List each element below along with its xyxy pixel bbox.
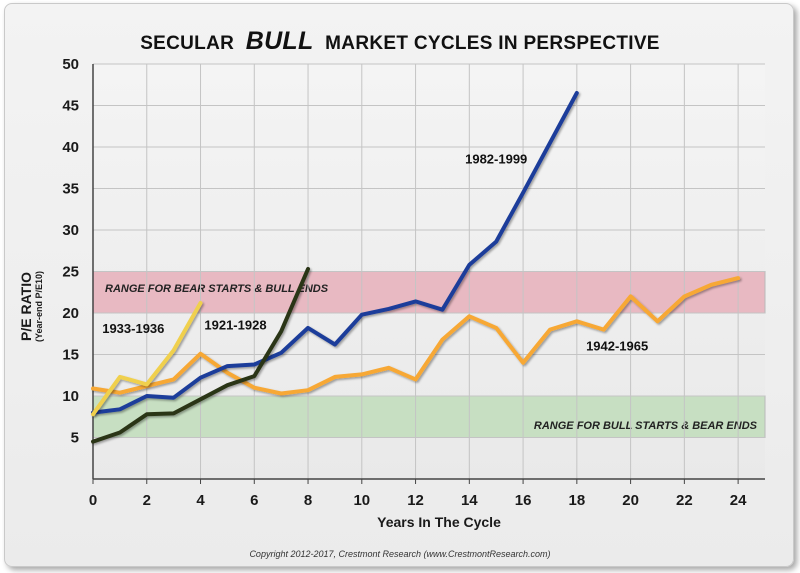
series-label-1921-1928: 1921-1928 — [204, 318, 266, 333]
x-tick-label: 16 — [515, 492, 532, 509]
series-line-1982-1999 — [91, 91, 579, 415]
y-tick-label: 40 — [62, 139, 79, 156]
band-label-bear-starts-bull-ends: RANGE FOR BEAR STARTS & BULL ENDS — [105, 283, 329, 295]
y-tick-label: 35 — [62, 181, 79, 198]
y-tick-label: 50 — [62, 56, 79, 73]
series-line-1942-1965 — [91, 276, 741, 396]
band-label-bull-starts-bear-ends: RANGE FOR BULL STARTS & BEAR ENDS — [534, 420, 758, 432]
series-line-1933-1936 — [91, 301, 203, 417]
x-tick-label: 2 — [143, 492, 151, 509]
y-tick-label: 25 — [62, 264, 79, 281]
x-tick-label: 6 — [250, 492, 258, 509]
title-part-2: BULL — [246, 27, 314, 55]
y-axis-label: P/E RATIO — [18, 272, 34, 341]
chart-frame: SECULAR BULL MARKET CYCLES IN PERSPECTIV… — [4, 3, 794, 567]
x-tick-label: 20 — [622, 492, 639, 509]
x-tick-label: 8 — [304, 492, 312, 509]
y-tick-label: 30 — [62, 222, 79, 239]
x-tick-label: 0 — [89, 492, 97, 509]
x-tick-label: 18 — [568, 492, 585, 509]
y-tick-label: 5 — [71, 430, 79, 447]
chart-title: SECULAR BULL MARKET CYCLES IN PERSPECTIV… — [140, 27, 660, 55]
series-label-1982-1999: 1982-1999 — [465, 152, 527, 167]
x-tick-label: 4 — [196, 492, 205, 509]
y-tick-label: 20 — [62, 305, 79, 322]
y-axis-label-group: P/E RATIO (Year-end P/E10) — [18, 271, 44, 342]
series-label-1942-1965: 1942-1965 — [586, 338, 648, 353]
y-tick-label: 15 — [62, 347, 79, 364]
title-part-3: MARKET CYCLES IN PERSPECTIVE — [325, 33, 660, 54]
x-tick-label: 24 — [730, 492, 747, 509]
y-axis-sublabel: (Year-end P/E10) — [34, 271, 44, 342]
x-axis-label: Years In The Cycle — [377, 514, 501, 530]
y-tick-label: 45 — [62, 98, 79, 115]
x-tick-label: 22 — [676, 492, 693, 509]
y-tick-label: 10 — [62, 388, 79, 405]
x-tick-label: 10 — [353, 492, 370, 509]
x-tick-label: 12 — [407, 492, 424, 509]
chart: SECULAR BULL MARKET CYCLES IN PERSPECTIV… — [18, 27, 766, 559]
series-label-1933-1936: 1933-1936 — [102, 321, 164, 336]
title-part-1: SECULAR — [140, 33, 234, 54]
copyright-text: Copyright 2012-2017, Crestmont Research … — [249, 549, 550, 559]
series-line-1921-1928 — [91, 267, 310, 444]
x-tick-label: 14 — [461, 492, 478, 509]
